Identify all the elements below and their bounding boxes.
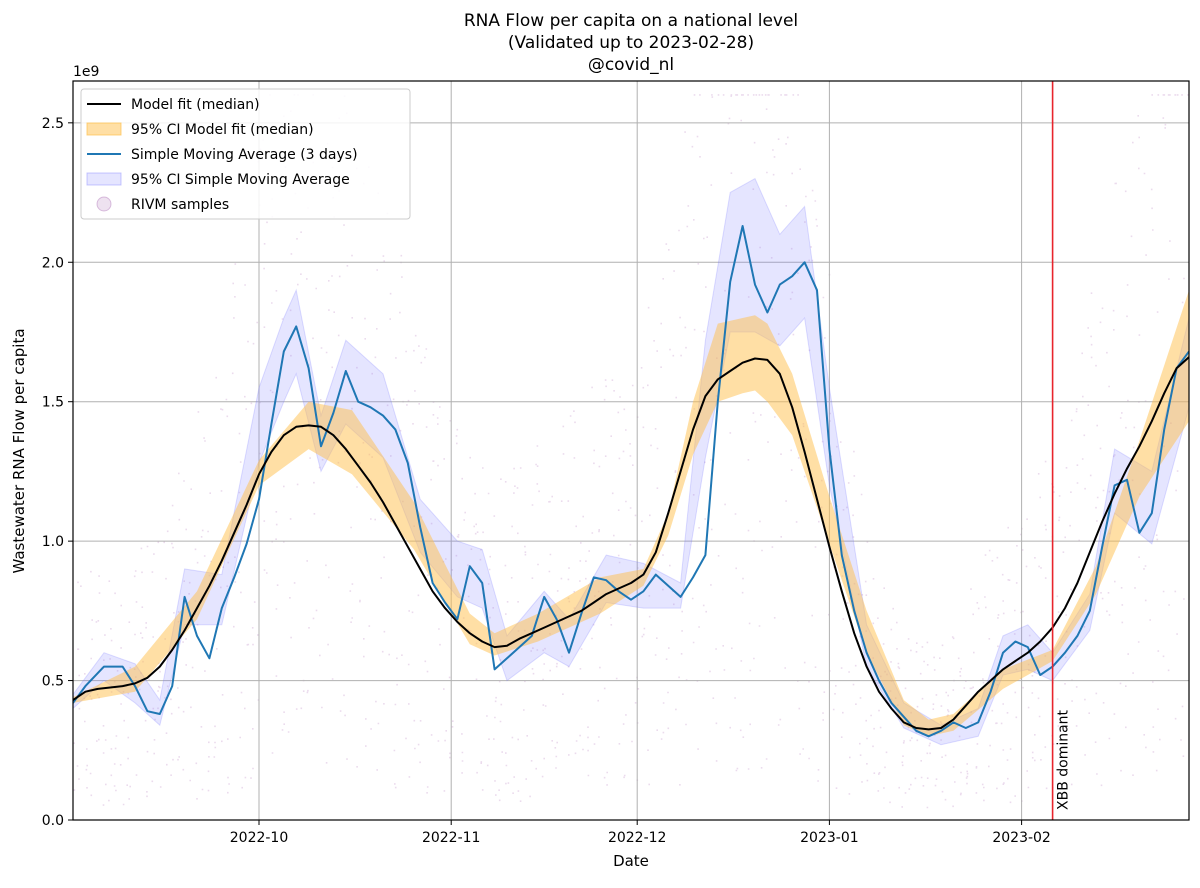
legend-5-swatch <box>96 196 112 212</box>
sma-line <box>73 225 1189 738</box>
x-tick-label-3: 2023-01 <box>800 830 859 846</box>
y-tick-label-1: 0.5 <box>42 674 64 690</box>
legend-5-label: RIVM samples <box>131 197 229 213</box>
x-tick-label-4: 2023-02 <box>992 830 1051 846</box>
legend-3-label: Simple Moving Average (3 days) <box>131 147 358 163</box>
legend-1-label: Model fit (median) <box>131 97 260 113</box>
annotation-layer: XBB dominant <box>1051 81 1072 820</box>
chart-subtitle: (Validated up to 2023-02-28) <box>508 33 754 53</box>
legend-box <box>80 88 411 220</box>
y-tick-label-4: 2.0 <box>42 255 64 271</box>
legend-2-label: 95% CI Model fit (median) <box>131 122 314 138</box>
x-tick-label-1: 2022-11 <box>422 830 481 846</box>
model-fit-line <box>73 356 1189 731</box>
legend: Model fit (median) 95% CI Model fit (medi… <box>80 88 411 220</box>
y-axis-label: Wastewater RNA Flow per capita <box>10 328 28 573</box>
x-axis-label: Date <box>613 852 649 870</box>
chart-title: RNA Flow per capita on a national level <box>464 11 798 31</box>
y-tick-label-2: 1.0 <box>42 534 64 550</box>
y-tick-label-0: 0.0 <box>42 813 64 829</box>
tick-layer: 2022-10 2022-11 2022-12 2023-01 2023-02 0.0 0.… <box>42 116 1051 846</box>
legend-4-swatch <box>86 172 122 186</box>
xbb-dominant-label: XBB dominant <box>1056 709 1072 810</box>
plot-frame <box>72 80 1190 821</box>
series-layer <box>73 177 1189 746</box>
y-tick-label-3: 1.5 <box>42 395 64 411</box>
y-tick-label-5: 2.5 <box>42 116 64 132</box>
legend-2-swatch <box>86 122 122 136</box>
x-tick-label-0: 2022-10 <box>230 830 289 846</box>
legend-4-label: 95% CI Simple Moving Average <box>131 172 350 188</box>
chart-handle: @covid_nl <box>588 55 674 75</box>
x-tick-label-2: 2022-12 <box>608 830 667 846</box>
y-axis-offset-label: 1e9 <box>73 64 99 80</box>
